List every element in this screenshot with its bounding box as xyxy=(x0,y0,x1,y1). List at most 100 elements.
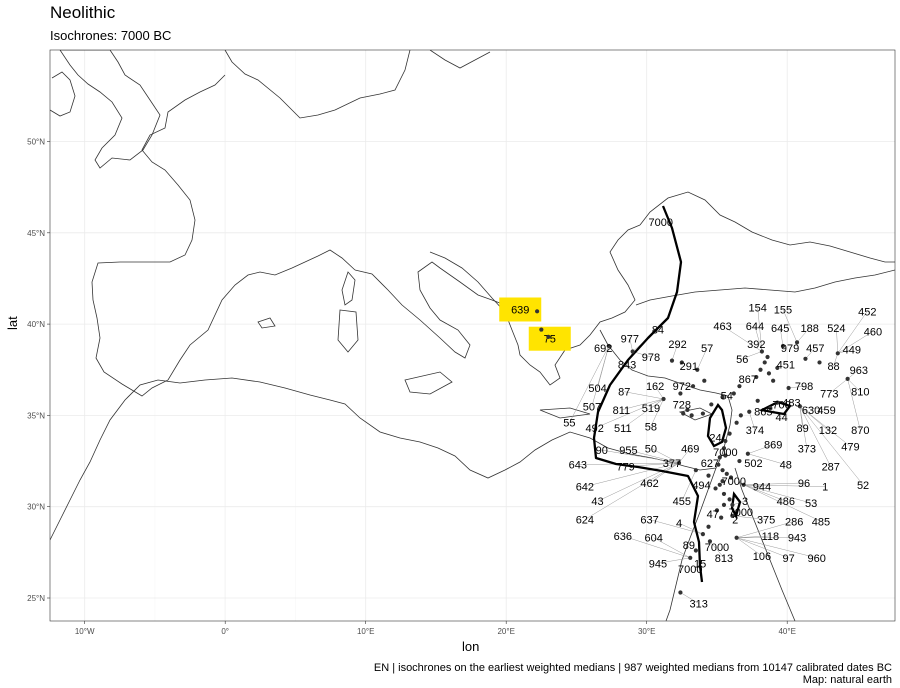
isochrone-7000bc-loop-2 xyxy=(758,400,792,416)
site-label: 494 xyxy=(692,480,710,492)
site-point xyxy=(797,404,802,409)
coastline-north-africa xyxy=(50,377,331,541)
highlight-box xyxy=(528,326,571,351)
leader-line xyxy=(678,522,704,535)
site-point xyxy=(681,411,686,416)
site-point xyxy=(689,413,694,418)
x-tick-label: 10°E xyxy=(357,627,374,636)
site-label: 291 xyxy=(680,361,698,373)
leader-line xyxy=(697,347,708,370)
site-label: 52 xyxy=(857,480,869,492)
coastline-sicily xyxy=(404,371,453,395)
leader-line xyxy=(650,448,680,464)
leader-line xyxy=(742,351,762,360)
leader-line xyxy=(722,325,763,352)
site-label: 511 xyxy=(614,423,632,435)
isochrone-label: 7000 xyxy=(649,217,673,229)
site-point xyxy=(706,524,711,529)
site-label: 313 xyxy=(690,598,708,610)
site-label: 118 xyxy=(762,531,780,543)
site-label: 460 xyxy=(864,326,882,338)
leader-line xyxy=(799,406,851,447)
site-label: 162 xyxy=(646,381,664,393)
site-point xyxy=(759,349,765,354)
site-point xyxy=(546,334,551,339)
chart-subtitle: Isochrones: 7000 BC xyxy=(50,28,172,43)
x-tick-label: 10°W xyxy=(75,627,95,636)
coastline-italy xyxy=(354,261,506,359)
site-label: 50 xyxy=(645,443,657,455)
site-point xyxy=(734,535,739,540)
coastline-black-sea-south xyxy=(635,269,895,306)
site-point xyxy=(717,482,722,487)
leader-line xyxy=(799,406,831,467)
isochrone-label: 7000 xyxy=(713,447,737,459)
site-label: 978 xyxy=(642,352,660,364)
coastline-ireland xyxy=(50,71,76,117)
site-point xyxy=(762,360,767,365)
leader-line xyxy=(736,537,763,557)
leader-line xyxy=(788,385,805,389)
site-point xyxy=(727,431,732,436)
leader-line xyxy=(650,398,664,427)
x-tick-label: 40°E xyxy=(778,627,795,636)
site-point xyxy=(803,356,808,361)
site-label: 188 xyxy=(801,323,819,335)
site-point xyxy=(630,349,635,354)
site-point xyxy=(737,458,742,464)
leader-line xyxy=(799,406,808,449)
site-point xyxy=(766,371,772,376)
site-point xyxy=(606,343,611,349)
site-point xyxy=(720,479,725,484)
leader-line xyxy=(569,345,609,423)
leader-line xyxy=(584,462,680,487)
isochrone-label: 700 xyxy=(772,399,790,411)
y-tick-label: 40°N xyxy=(27,320,45,329)
site-label: 955 xyxy=(619,445,637,457)
site-point xyxy=(734,420,739,425)
leader-line xyxy=(657,557,691,564)
site-label: 504 xyxy=(588,383,606,395)
site-label: 944 xyxy=(753,482,771,494)
isochrone-label: 7000 xyxy=(722,476,746,488)
site-point xyxy=(721,502,727,507)
caption: EN | isochrones on the earliest weighted… xyxy=(374,662,892,686)
leader-line xyxy=(624,391,664,400)
site-label: 642 xyxy=(576,482,594,494)
site-point xyxy=(721,491,727,497)
site-label: 869 xyxy=(764,440,782,452)
site-label: 286 xyxy=(785,516,803,528)
site-label: 811 xyxy=(613,405,631,417)
leader-line xyxy=(597,462,680,502)
leader-line xyxy=(654,386,664,400)
leader-line xyxy=(837,331,874,354)
site-label: 84 xyxy=(652,325,664,337)
leader-line xyxy=(743,484,822,522)
site-label: 463 xyxy=(713,321,731,333)
leader-line xyxy=(805,347,816,359)
site-point xyxy=(724,471,729,476)
x-axis-title: lon xyxy=(462,639,480,654)
site-label: 692 xyxy=(594,343,612,355)
site-label: 963 xyxy=(850,365,868,377)
site-label: 287 xyxy=(822,462,840,474)
leader-line xyxy=(782,309,798,343)
coastline-north-europe xyxy=(224,50,411,119)
site-label: 3 xyxy=(742,496,748,508)
site-label: 469 xyxy=(681,443,699,455)
site-label: 54 xyxy=(721,390,733,402)
leader-line xyxy=(671,344,678,361)
leader-line xyxy=(749,411,756,431)
site-label: 55 xyxy=(563,418,575,430)
site-label: 373 xyxy=(798,443,816,455)
site-point xyxy=(747,409,752,414)
coastline-sardinia xyxy=(337,309,359,353)
site-label: 644 xyxy=(746,321,764,333)
isochrone-label: 7000 xyxy=(678,564,702,576)
leader-line xyxy=(757,307,763,352)
coastline-britain xyxy=(59,50,161,169)
leader-line xyxy=(829,378,848,394)
site-label: 459 xyxy=(817,405,835,417)
leader-line xyxy=(799,406,827,411)
